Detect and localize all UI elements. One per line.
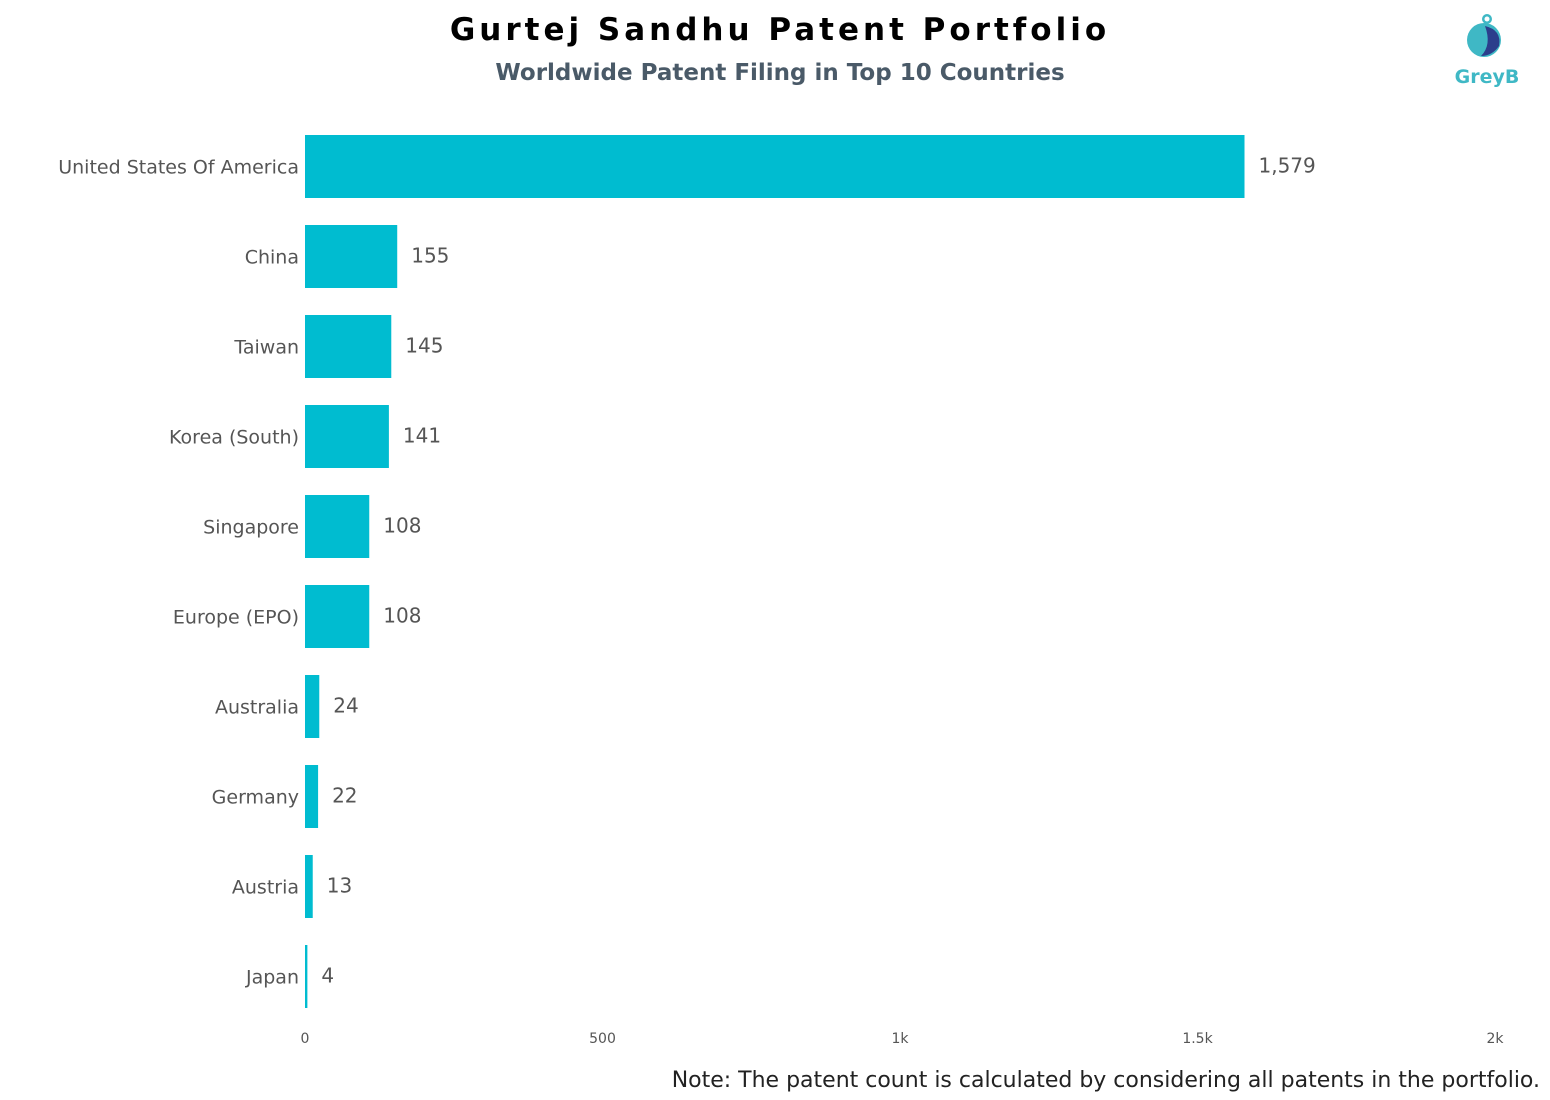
greyb-logo-icon bbox=[1467, 14, 1501, 57]
category-label: Germany bbox=[212, 787, 299, 809]
bar-chart: United States Of America 1,579 China 155 Tai… bbox=[58, 135, 1504, 1047]
bar-1 bbox=[305, 225, 398, 288]
bar-2 bbox=[305, 315, 392, 378]
bar-8 bbox=[305, 855, 313, 918]
value-label: 1,579 bbox=[1259, 154, 1316, 178]
value-label: 4 bbox=[321, 964, 334, 988]
bar-6 bbox=[305, 675, 320, 738]
bar-0 bbox=[305, 135, 1245, 198]
bar-4 bbox=[305, 495, 370, 558]
category-label: Korea (South) bbox=[169, 427, 299, 449]
x-tick-label: 0 bbox=[301, 1031, 310, 1047]
bar-3 bbox=[305, 405, 389, 468]
value-label: 145 bbox=[405, 334, 443, 358]
value-label: 108 bbox=[383, 604, 421, 628]
value-label: 13 bbox=[327, 874, 352, 898]
x-tick-label: 2k bbox=[1486, 1031, 1504, 1047]
chart-subtitle: Worldwide Patent Filing in Top 10 Countr… bbox=[495, 60, 1065, 86]
value-label: 22 bbox=[332, 784, 357, 808]
value-label: 24 bbox=[333, 694, 358, 718]
category-label: Europe (EPO) bbox=[173, 607, 299, 629]
value-label: 108 bbox=[383, 514, 421, 538]
footnote: Note: The patent count is calculated by … bbox=[671, 1068, 1540, 1093]
x-tick-label: 1.5k bbox=[1182, 1031, 1213, 1047]
category-label: Singapore bbox=[203, 517, 299, 539]
x-tick-label: 500 bbox=[589, 1031, 616, 1047]
x-tick-label: 1k bbox=[891, 1031, 909, 1047]
category-label: Austria bbox=[232, 877, 299, 899]
category-label: Australia bbox=[215, 697, 299, 719]
bar-9 bbox=[305, 945, 308, 1008]
value-label: 141 bbox=[403, 424, 441, 448]
category-label: Taiwan bbox=[233, 337, 299, 359]
value-label: 155 bbox=[411, 244, 449, 268]
logo-text: GreyB bbox=[1454, 66, 1520, 88]
chart-title: Gurtej Sandhu Patent Portfolio bbox=[449, 12, 1111, 48]
category-label: Japan bbox=[245, 967, 299, 989]
greyb-logo: GreyB bbox=[1452, 12, 1522, 92]
bar-7 bbox=[305, 765, 319, 828]
category-label: China bbox=[245, 247, 299, 269]
bar-5 bbox=[305, 585, 370, 648]
category-label: United States Of America bbox=[58, 157, 299, 179]
